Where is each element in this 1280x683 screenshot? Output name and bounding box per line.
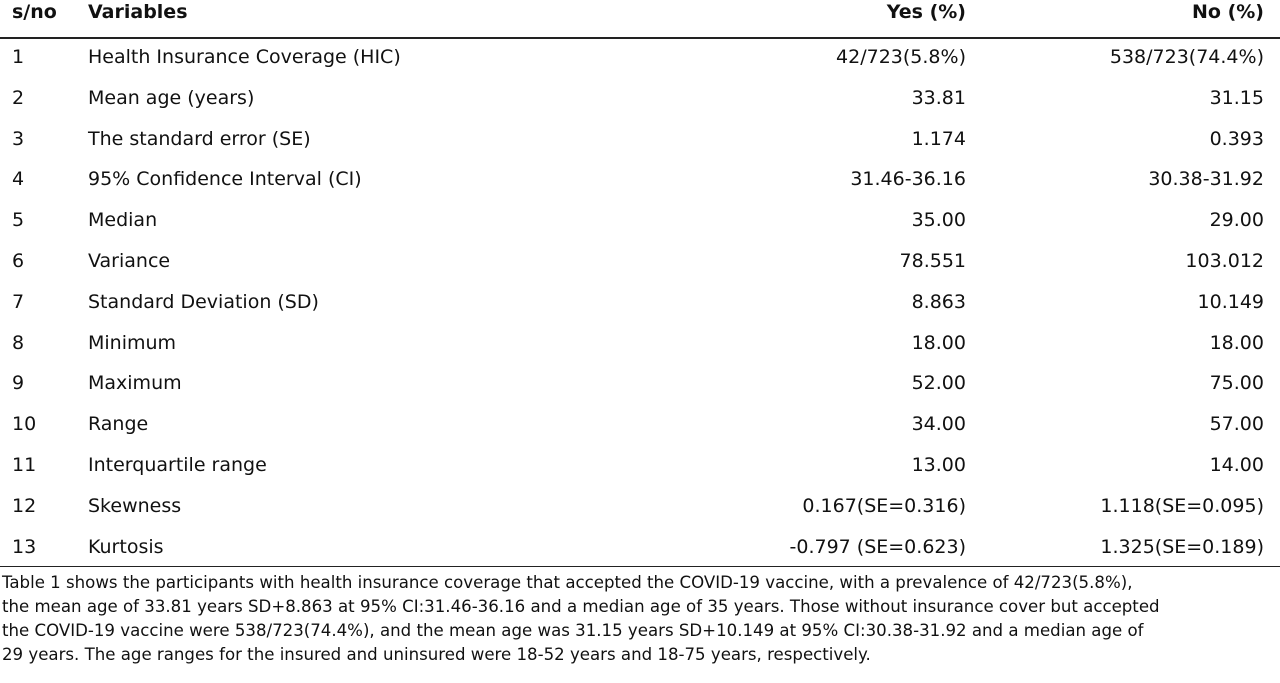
table-cell: Minimum — [88, 331, 177, 354]
table-row: 9 Maximum 52.00 75.00 — [0, 363, 1280, 404]
table-cell: 103.012 — [1185, 250, 1264, 272]
table-cell: Standard Deviation (SD) — [88, 290, 319, 313]
table-cell: 1.174 — [911, 127, 966, 150]
table-cell: 33.81 — [911, 86, 966, 109]
table-cell: 7 — [12, 290, 25, 313]
table-row: 10 Range 34.00 57.00 — [0, 404, 1280, 445]
footnote-line: the COVID-19 vaccine were 538/723(74.4%)… — [2, 621, 1144, 640]
footnote-line: Table 1 shows the participants with heal… — [2, 573, 1133, 592]
table-cell: 35.00 — [911, 209, 966, 232]
table-row: 2 Mean age (years) 33.81 31.15 — [0, 78, 1280, 119]
table-cell: -0.797 (SE=0.623) — [789, 535, 967, 558]
table-row: 11 Interquartile range 13.00 14.00 — [0, 445, 1280, 486]
table-cell: 1.325(SE=0.189) — [1100, 535, 1264, 558]
table-row: 13 Kurtosis -0.797 (SE=0.623) 1.325(SE=0.18… — [0, 527, 1280, 568]
header-cell: Yes (%) — [886, 1, 966, 23]
table-row: 4 95% Confidence Interval (CI) 31.46-36.16… — [0, 159, 1280, 200]
table-cell: 13.00 — [911, 454, 966, 476]
table-cell: 13 — [12, 535, 37, 558]
table-cell: 2 — [12, 86, 25, 109]
table-row: 5 Median 35.00 29.00 — [0, 200, 1280, 241]
table-cell: Health Insurance Coverage (HIC) — [88, 46, 401, 68]
bottom-rule — [0, 566, 1280, 567]
table-cell: The standard error (SE) — [88, 127, 311, 150]
table-cell: Kurtosis — [88, 535, 164, 558]
table-row: 7 Standard Deviation (SD) 8.863 10.149 — [0, 282, 1280, 323]
footnote-line: 29 years. The age ranges for the insured… — [2, 645, 871, 664]
table-cell: 11 — [12, 454, 37, 476]
table-cell: 538/723(74.4%) — [1109, 46, 1264, 68]
header-cell: Variables — [88, 1, 188, 23]
table-cell: 8.863 — [911, 290, 966, 313]
table-cell: 12 — [12, 494, 37, 517]
table-cell: 10.149 — [1197, 290, 1264, 313]
table-cell: 57.00 — [1209, 413, 1264, 436]
table-row: 8 Minimum 18.00 18.00 — [0, 323, 1280, 364]
header-row: s/no Variables Yes (%) No (%) — [0, 0, 1280, 33]
footnote-line: the mean age of 33.81 years SD+8.863 at … — [2, 597, 1160, 616]
table-cell: 5 — [12, 209, 25, 232]
footnote: Table 1 shows the participants with heal… — [2, 571, 1278, 667]
table-cell: 18.00 — [1209, 331, 1264, 354]
table-cell: 31.15 — [1209, 86, 1264, 109]
table-cell: 29.00 — [1209, 209, 1264, 232]
table-cell: 31.46-36.16 — [850, 168, 966, 191]
table-cell: 14.00 — [1209, 454, 1264, 476]
table-cell: 8 — [12, 331, 25, 354]
table-cell: 3 — [12, 127, 25, 150]
table-cell: 9 — [12, 372, 25, 395]
table-cell: 4 — [12, 168, 25, 191]
table-row: 6 Variance 78.551 103.012 — [0, 241, 1280, 282]
table-cell: Mean age (years) — [88, 86, 255, 109]
table-cell: 18.00 — [911, 331, 966, 354]
table-cell: 42/723(5.8%) — [836, 46, 966, 68]
table-cell: Range — [88, 413, 149, 436]
table-cell: Maximum — [88, 372, 182, 395]
table-cell: 0.167(SE=0.316) — [802, 494, 966, 517]
header-rule — [0, 37, 1280, 39]
table-cell: 1 — [12, 46, 25, 68]
table-cell: Median — [88, 209, 158, 232]
table-cell: 75.00 — [1209, 372, 1264, 395]
table-row: 1 Health Insurance Coverage (HIC) 42/723(5… — [0, 37, 1280, 78]
table-cell: 6 — [12, 250, 25, 272]
table-row: 3 The standard error (SE) 1.174 0.393 — [0, 119, 1280, 160]
header-cell: s/no — [12, 1, 57, 23]
table-cell: 95% Confidence Interval (CI) — [88, 168, 362, 191]
table-cell: 52.00 — [911, 372, 966, 395]
table-cell: 1.118(SE=0.095) — [1100, 494, 1264, 517]
table-cell: 78.551 — [899, 250, 966, 272]
table-cell: 0.393 — [1209, 127, 1264, 150]
table-cell: Variance — [88, 250, 171, 272]
table-row: 12 Skewness 0.167(SE=0.316) 1.118(SE=0.095) — [0, 486, 1280, 527]
table-cell: 34.00 — [911, 413, 966, 436]
table-cell: Interquartile range — [88, 454, 267, 476]
table-cell: Skewness — [88, 494, 182, 517]
header-cell: No (%) — [1192, 1, 1264, 23]
table-cell: 30.38-31.92 — [1148, 168, 1264, 191]
table-cell: 10 — [12, 413, 37, 436]
